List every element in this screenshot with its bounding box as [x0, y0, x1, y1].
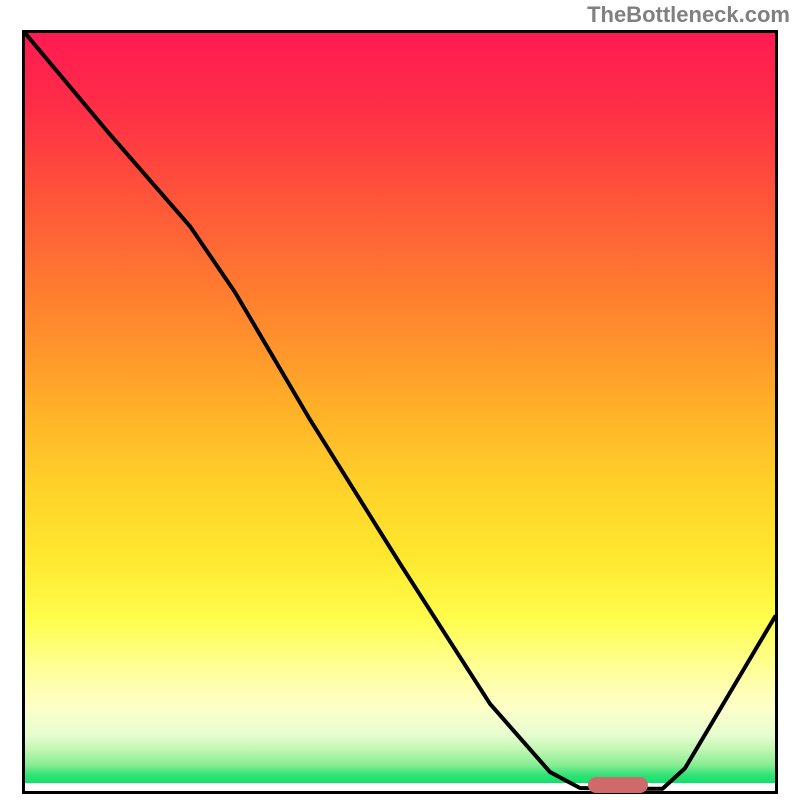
- bottleneck-chart: TheBottleneck.com: [0, 0, 800, 800]
- plot-area: [22, 30, 778, 794]
- watermark-text: TheBottleneck.com: [587, 2, 790, 28]
- bottleneck-curve: [25, 33, 775, 791]
- optimal-marker: [588, 777, 648, 793]
